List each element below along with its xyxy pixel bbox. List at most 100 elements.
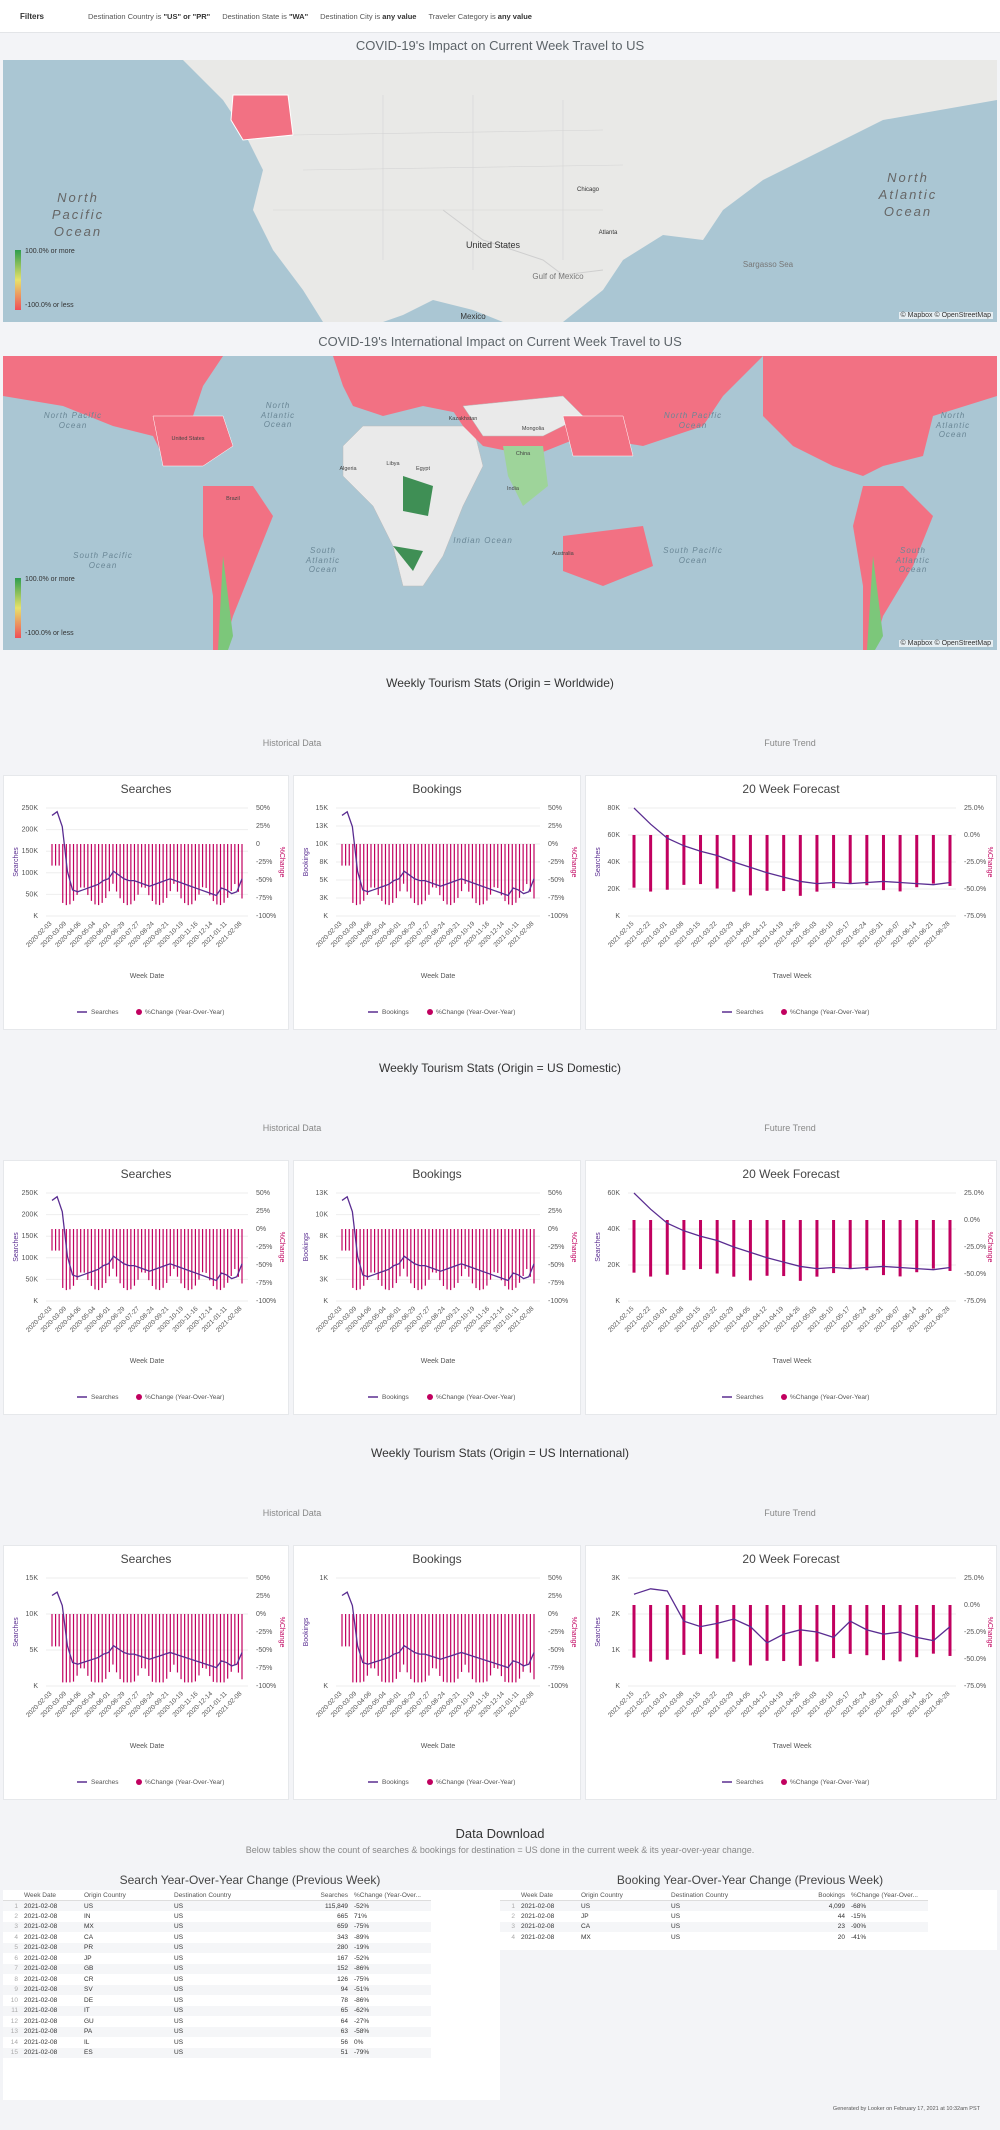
bar: [162, 1229, 164, 1288]
bar: [180, 1229, 182, 1284]
y2-tick: -50%: [256, 1647, 272, 1654]
table-cell: 2021-02-08: [21, 1900, 81, 1911]
table-cell: DE: [84, 1996, 94, 2004]
bar: [65, 1614, 67, 1683]
row-number-header: [3, 1890, 21, 1901]
bar: [359, 1229, 361, 1290]
column-header[interactable]: %Change (Year-Over...: [848, 1890, 928, 1901]
table-cell: US: [174, 1954, 184, 1962]
filter-op: is: [372, 11, 383, 21]
bar: [881, 1605, 885, 1661]
bar: [76, 1614, 78, 1676]
y-tick: 10K: [26, 1611, 39, 1618]
bar: [479, 1614, 481, 1683]
filter-item[interactable]: Destination State is "WA": [222, 12, 308, 21]
table-cell: 44: [837, 1912, 845, 1920]
bookings-chart[interactable]: Bookings 13K 10K 8K 5K 3K K 50% 25% 0% -25% -50% -75…: [293, 1160, 581, 1415]
y-tick: 60K: [608, 832, 621, 839]
column-header[interactable]: %Change (Year-Over...: [351, 1890, 431, 1901]
series-line: [51, 810, 243, 897]
table-cell: -27%: [354, 2017, 370, 2025]
y2-tick: -50%: [548, 877, 564, 884]
filter-item[interactable]: Destination Country is "US" or "PR": [88, 12, 210, 21]
chart-svg: 15K 13K 10K 8K 5K 3K K 50% 25% 0% -25% -50% -75% -100…: [303, 805, 577, 1016]
bar: [58, 1229, 60, 1251]
download-desc: Below tables show the count of searches …: [245, 1845, 755, 1855]
table-cell: IL: [84, 2038, 90, 2046]
filter-item[interactable]: Destination City is any value: [320, 12, 416, 21]
column-header[interactable]: Week Date: [518, 1890, 578, 1901]
us-map[interactable]: North Pacific Ocean North Atlantic Ocean U…: [3, 60, 997, 322]
column-header[interactable]: Origin Country: [578, 1890, 668, 1901]
bar: [522, 1229, 524, 1276]
bar: [355, 1229, 358, 1291]
searches-chart[interactable]: Searches 15K 10K 5K K 50% 25% 0% -25% -50% -75% -10…: [3, 1545, 289, 1800]
bar: [241, 1229, 243, 1284]
bar: [241, 1614, 243, 1680]
bar: [665, 1605, 669, 1660]
table-cell: ES: [81, 2047, 171, 2058]
map-credit[interactable]: © Mapbox © OpenStreetMap: [898, 640, 993, 647]
bar: [493, 1229, 495, 1273]
forecast-chart[interactable]: 20 Week Forecast 60K 40K 20K K 25.0% 0.0% -25.0…: [585, 1160, 997, 1415]
searches-chart[interactable]: Searches 250K 200K 150K 100K 50K K 50% 25% 0% -25%…: [3, 1160, 289, 1415]
bar: [184, 844, 186, 904]
table-cell: 126: [337, 1975, 348, 1983]
table-cell: US: [174, 1933, 184, 1941]
column-header[interactable]: Origin Country: [81, 1890, 171, 1901]
bar: [765, 1605, 769, 1661]
column-header[interactable]: Week Date: [21, 1890, 81, 1901]
column-header[interactable]: Destination Country: [668, 1890, 758, 1901]
world-map[interactable]: North Pacific Ocean North Atlantic Ocean I…: [3, 356, 997, 650]
map2-title: COVID-19's International Impact on Curre…: [318, 334, 682, 349]
table-cell: -51%: [351, 1984, 431, 1995]
column-header[interactable]: Bookings: [758, 1890, 848, 1901]
table-cell: -75%: [354, 1975, 370, 1983]
searches-chart[interactable]: Searches 250K 200K 150K 100K 50K K 50% 25% 0 -25% -…: [3, 775, 289, 1030]
filter-name: Traveler Category: [428, 11, 489, 21]
download-title: Data Download: [455, 1826, 545, 1841]
table-cell: -52%: [354, 1954, 370, 1962]
bookings-chart[interactable]: Bookings 1K K 50% 25% 0% -25% -50% -75% -100% Book…: [293, 1545, 581, 1800]
y2-tick: -100%: [548, 1298, 568, 1305]
column-header[interactable]: Destination Country: [171, 1890, 261, 1901]
search-table[interactable]: Week Date Origin Country Destination Count…: [3, 1890, 500, 2100]
bar: [682, 1220, 686, 1270]
map-credit[interactable]: © Mapbox © OpenStreetMap: [898, 312, 993, 319]
bar: [54, 844, 57, 866]
x-axis-label: Week Date: [130, 1743, 165, 1750]
filter-item[interactable]: Traveler Category is any value: [428, 12, 532, 21]
bar: [435, 1229, 437, 1273]
y-tick: K: [323, 913, 328, 920]
bar: [632, 835, 636, 888]
legend-high: 100.0% or more: [25, 576, 75, 583]
bookings-chart[interactable]: Bookings 15K 13K 10K 8K 5K 3K K 50% 25% 0% -25% -50%…: [293, 775, 581, 1030]
bar: [865, 835, 869, 886]
table-row: 7 2021-02-08 GB US 152 -86%: [3, 1963, 431, 1974]
bar: [101, 1614, 103, 1683]
column-header[interactable]: Searches: [261, 1890, 351, 1901]
forecast-chart[interactable]: 20 Week Forecast 3K 2K 1K K 25.0% 0.0% -25.0% -5…: [585, 1545, 997, 1800]
legend-label: Searches: [736, 1009, 764, 1016]
world-map-svg: [3, 356, 997, 650]
bar: [201, 1614, 204, 1669]
table-row: 2 2021-02-08 IN US 665 71%: [3, 1911, 431, 1922]
bar: [489, 1229, 492, 1280]
table-row: 6 2021-02-08 JP US 167 -52%: [3, 1953, 431, 1964]
bar: [715, 1220, 719, 1274]
bar: [526, 1229, 528, 1270]
bar: [76, 844, 78, 895]
bar: [123, 1614, 125, 1683]
y2-tick: -100%: [256, 1683, 276, 1690]
bar: [428, 1229, 430, 1280]
bar: [848, 1605, 852, 1654]
bar: [431, 1614, 434, 1669]
forecast-chart[interactable]: 20 Week Forecast 80K 60K 40K 20K K 25.0% 0.0% -2…: [585, 775, 997, 1030]
y2-axis-label: %Change: [986, 1232, 993, 1263]
bar: [915, 1605, 919, 1658]
booking-table[interactable]: Week Date Origin Country Destination Count…: [500, 1890, 997, 1950]
bar: [504, 844, 506, 902]
y-axis-label: Searches: [595, 1232, 602, 1262]
table-cell: 4,099: [758, 1900, 848, 1911]
bar: [848, 835, 852, 884]
